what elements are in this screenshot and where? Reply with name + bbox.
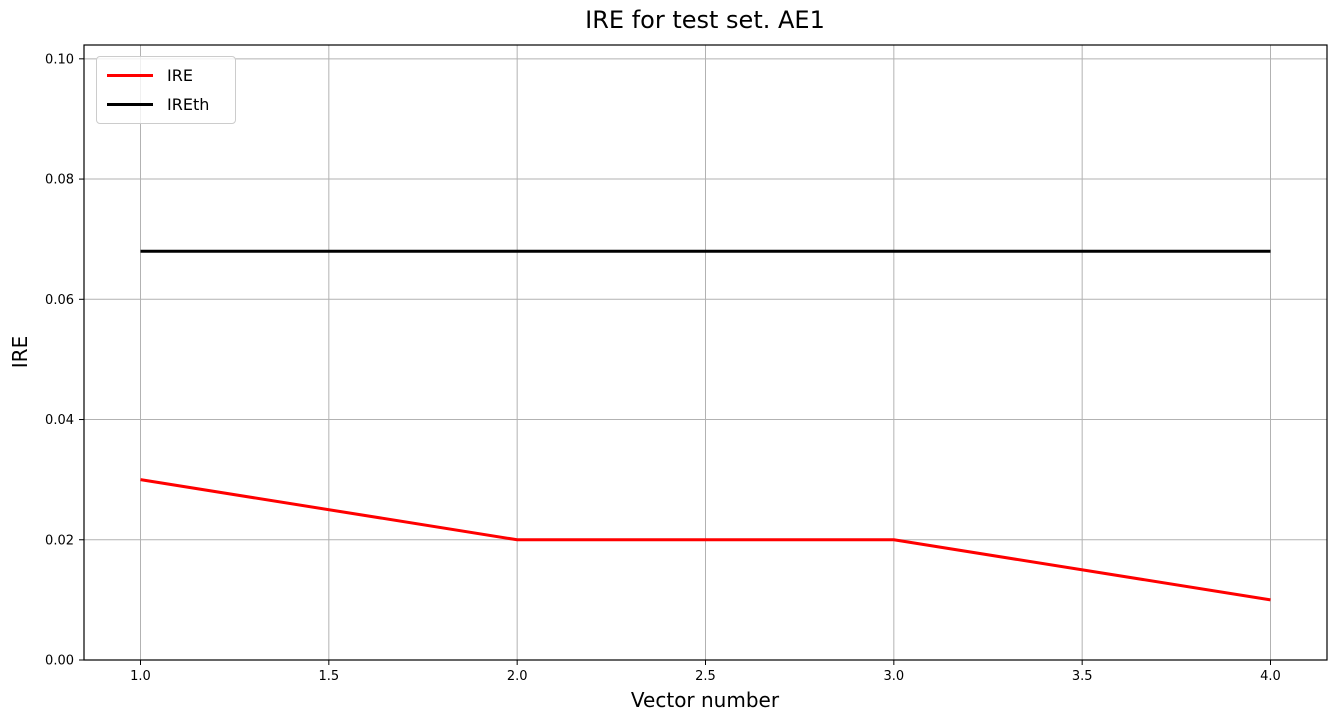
x-tick-label: 1.5 [318,669,339,684]
x-tick-label: 4.0 [1260,669,1281,684]
y-axis-label: IRE [8,335,32,369]
legend-item-ire: IRE [107,65,225,85]
series-line-ire [140,478,1271,602]
x-tick-label: 2.5 [695,669,716,684]
legend: IRE IREth [96,56,236,124]
y-tick-label: 0.08 [45,173,74,188]
y-tick-label: 0.02 [45,533,74,548]
x-tick-label: 1.0 [130,669,151,684]
x-tick-label: 2.0 [507,669,528,684]
x-axis-label: Vector number [630,688,780,712]
legend-label-ireth: IREth [167,94,210,114]
x-tick-label: 3.0 [883,669,904,684]
legend-label-ire: IRE [167,65,193,85]
x-tick-label: 3.5 [1072,669,1093,684]
legend-item-ireth: IREth [107,94,225,114]
y-tick-label: 0.10 [45,52,74,67]
y-tick-label: 0.00 [45,654,74,669]
y-tick-label: 0.06 [45,293,74,308]
legend-line-sample-ireth [107,103,153,106]
chart-title: IRE for test set. AE1 [585,6,825,34]
y-tick-label: 0.04 [45,413,74,428]
legend-line-sample-ire [107,74,153,77]
